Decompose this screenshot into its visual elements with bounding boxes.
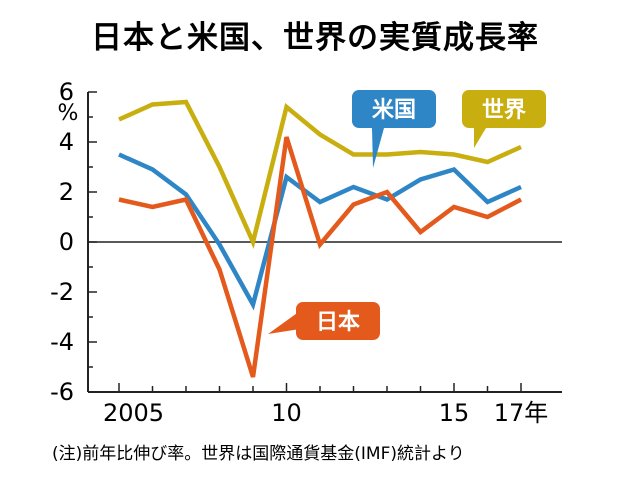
y-tick-label: 4 xyxy=(59,128,74,156)
series-line-0 xyxy=(118,99,522,249)
series-tag-box xyxy=(462,90,546,128)
axes-layer: 6 4 2 0 -2 -4 -6 2005 10 15 17年 xyxy=(50,78,562,427)
x-tick-label: 17年 xyxy=(494,399,549,427)
series-tag-pointer xyxy=(372,128,384,168)
series-tag-box xyxy=(296,302,380,340)
y-tick-label: 2 xyxy=(59,178,74,206)
series-tag-label: 日本 xyxy=(316,310,360,335)
series-tag-label: 米国 xyxy=(372,98,416,123)
x-tick-label: 15 xyxy=(439,399,470,427)
y-tick-label: -6 xyxy=(50,378,74,406)
y-axis-unit: % xyxy=(58,101,79,126)
series-line-2 xyxy=(118,136,523,378)
y-tick-label: 0 xyxy=(59,228,74,256)
y-tick-label: -2 xyxy=(50,278,74,306)
x-tick-label: 2005 xyxy=(103,399,164,427)
chart-title: 日本と米国、世界の実質成長率 xyxy=(91,20,539,56)
y-tick-label: 6 xyxy=(59,78,74,106)
series-tag-box xyxy=(352,90,436,128)
x-tick-label: 10 xyxy=(271,399,302,427)
series-tag-pointer xyxy=(474,128,486,148)
series-layer xyxy=(118,99,523,378)
series-line-1 xyxy=(118,152,522,311)
series-tag-pointer xyxy=(268,311,300,334)
series-tag-label: 世界 xyxy=(482,98,526,123)
chart-note: (注)前年比伸び率。世界は国際通貨基金(IMF)統計より xyxy=(52,444,465,464)
y-tick-label: -4 xyxy=(50,328,74,356)
